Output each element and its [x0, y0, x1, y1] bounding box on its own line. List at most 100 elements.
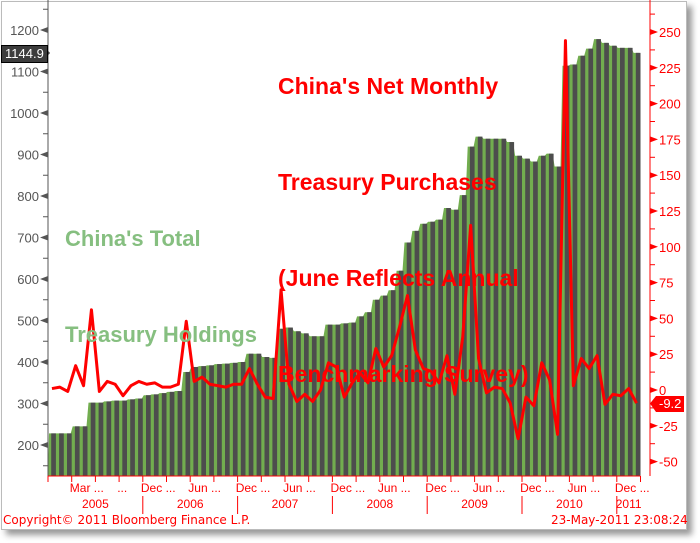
left-axis-tick	[40, 400, 48, 407]
right-axis-tick-label: -50	[659, 455, 678, 470]
holdings-bar	[446, 208, 451, 476]
x-axis-year-label: 2009	[461, 497, 488, 511]
timestamp: 23-May-2011 23:08:24	[551, 513, 688, 527]
x-axis-year-label: 2005	[82, 497, 109, 511]
holdings-bar	[248, 353, 254, 476]
holdings-bar	[177, 391, 183, 476]
holdings-bar	[209, 365, 214, 476]
holdings-bar	[201, 366, 206, 476]
holdings-area	[48, 39, 641, 476]
holdings-bar	[454, 209, 459, 476]
x-axis-year-label: 2011	[616, 497, 642, 511]
holdings-bar	[604, 42, 609, 477]
holdings-bar	[67, 433, 72, 476]
x-axis-year-label: 2006	[177, 497, 204, 511]
x-axis-tick-label: Jun ...	[568, 481, 601, 495]
last-value-left: 1144.9	[1, 45, 48, 63]
x-axis-tick-label: ...	[117, 481, 127, 495]
left-axis-tick-label: 1000	[10, 106, 39, 121]
holdings-bar	[319, 336, 325, 476]
holdings-bar	[98, 402, 104, 476]
holdings-bar	[525, 158, 530, 476]
holdings-bar	[627, 47, 633, 476]
holdings-label-line: Treasury Holdings	[65, 322, 257, 347]
x-axis-tick-label: Dec ...	[520, 481, 555, 495]
holdings-bar	[272, 357, 278, 476]
x-axis-tick-label: Jun ...	[188, 481, 221, 495]
right-axis-tick	[650, 315, 658, 322]
holdings-bar	[161, 393, 167, 476]
right-axis-tick	[650, 422, 658, 429]
left-axis-tick	[40, 359, 48, 365]
left-axis-tick	[40, 317, 48, 324]
holdings-bar	[469, 146, 475, 477]
left-axis-tick	[40, 276, 48, 282]
right-axis-tick	[650, 279, 658, 286]
holdings-bar	[485, 138, 491, 477]
left-axis-tick-label: 600	[17, 272, 39, 287]
holdings-bar	[304, 333, 309, 476]
holdings-bar	[106, 401, 112, 476]
holdings-bar	[240, 362, 246, 476]
left-axis-tick	[40, 193, 48, 199]
x-axis-tick-label: Dec ...	[236, 481, 271, 495]
x-axis-year-label: 2007	[272, 497, 299, 511]
holdings-bar	[90, 402, 96, 476]
holdings-bar	[59, 433, 64, 476]
left-axis-tick	[40, 68, 48, 75]
holdings-bar	[477, 136, 483, 476]
net-purchases-line	[51, 39, 638, 441]
holdings-bar	[311, 336, 317, 476]
right-axis-tick-label: 100	[659, 240, 681, 255]
holdings-bar	[138, 398, 143, 476]
right-axis-tick-label: 125	[659, 204, 681, 219]
chart-title: China's Net Monthly Treasury Purchases (…	[278, 6, 529, 422]
holdings-bar	[153, 394, 159, 476]
right-axis-tick	[650, 208, 658, 214]
holdings-bar	[82, 426, 88, 476]
holdings-bar	[130, 399, 135, 476]
holdings-bar	[225, 363, 230, 476]
holdings-bar	[541, 155, 546, 476]
x-axis-tick-label: Dec ...	[615, 481, 650, 495]
title-line: Benchmarking Survey)	[278, 361, 529, 387]
holdings-bar	[533, 161, 538, 476]
x-axis-tick-label: Dec ...	[425, 481, 460, 495]
left-axis-tick	[40, 110, 48, 116]
holdings-bar	[493, 138, 499, 477]
holdings-bar	[280, 328, 285, 476]
right-axis-tick	[650, 351, 658, 358]
holdings-bar	[588, 48, 594, 477]
left-axis-tick	[40, 27, 48, 33]
copyright: Copyright© 2011 Bloomberg Finance L.P.	[3, 513, 251, 527]
last-value-right: -9.2	[656, 396, 685, 412]
holdings-bar	[596, 39, 601, 476]
holdings-bar	[564, 65, 570, 476]
left-axis-tick-label: 1100	[11, 65, 39, 80]
right-axis-tick-label: 75	[659, 276, 673, 291]
holdings-bar	[620, 47, 625, 476]
holdings-bar	[572, 64, 578, 476]
title-line: (June Reflects Annual	[278, 265, 519, 291]
holdings-bar	[509, 142, 515, 477]
holdings-bar	[406, 242, 412, 476]
holdings-bar	[375, 299, 380, 476]
right-axis-tick	[650, 458, 658, 465]
holdings-bar	[169, 391, 175, 476]
holdings-bar	[438, 219, 443, 476]
holdings-bar	[430, 221, 436, 476]
holdings-bar	[232, 362, 238, 476]
right-axis-tick	[650, 243, 658, 250]
holdings-bar	[517, 155, 522, 476]
x-axis-tick-label: Mar ...	[70, 481, 104, 495]
holdings-bar	[74, 426, 80, 476]
x-axis-tick-label: Dec ...	[141, 481, 176, 495]
holdings-bar	[114, 400, 120, 476]
holdings-label-line: China's Total	[65, 226, 201, 251]
right-axis-tick-label: 25	[659, 347, 673, 362]
holdings-bar	[146, 395, 151, 476]
holdings-bar	[288, 327, 293, 476]
holdings-bar	[217, 364, 222, 476]
holdings-bar	[501, 138, 507, 477]
